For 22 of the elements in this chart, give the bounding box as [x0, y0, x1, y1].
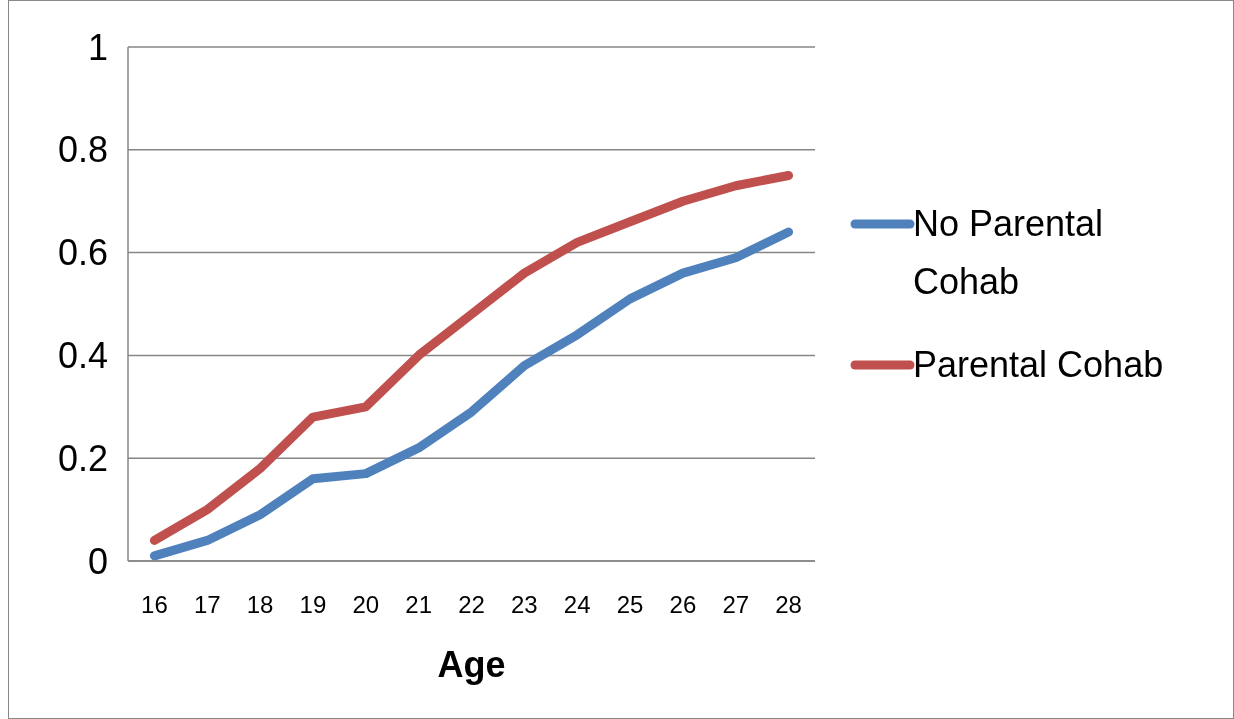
x-tick-label: 21 [405, 591, 433, 618]
x-tick-label: 23 [510, 591, 538, 618]
x-tick-label: 17 [193, 591, 221, 618]
x-tick-label: 22 [458, 591, 485, 618]
x-tick-label: 25 [616, 591, 644, 618]
x-tick-label: 26 [669, 591, 697, 618]
y-tick-label: 0.4 [57, 335, 108, 376]
x-tick-label: 16 [141, 591, 168, 618]
legend-label: Parental Cohab [913, 344, 1164, 385]
y-tick-label: 0.8 [57, 129, 108, 171]
x-tick-label: 18 [246, 591, 274, 618]
legend-label: No Parental Cohab [913, 203, 1104, 302]
y-tick-label: 0 [87, 540, 108, 582]
x-tick-label: 19 [299, 591, 327, 618]
x-tick-label: 24 [563, 591, 591, 618]
x-tick-label: 20 [352, 591, 380, 618]
x-tick-label: 27 [722, 591, 750, 618]
x-tick-label: 28 [775, 591, 802, 618]
y-tick-label: 0.2 [57, 437, 108, 479]
y-tick-label: 1 [87, 26, 108, 68]
x-axis-title: Age [437, 644, 506, 685]
y-tick-label: 0.6 [57, 232, 108, 274]
